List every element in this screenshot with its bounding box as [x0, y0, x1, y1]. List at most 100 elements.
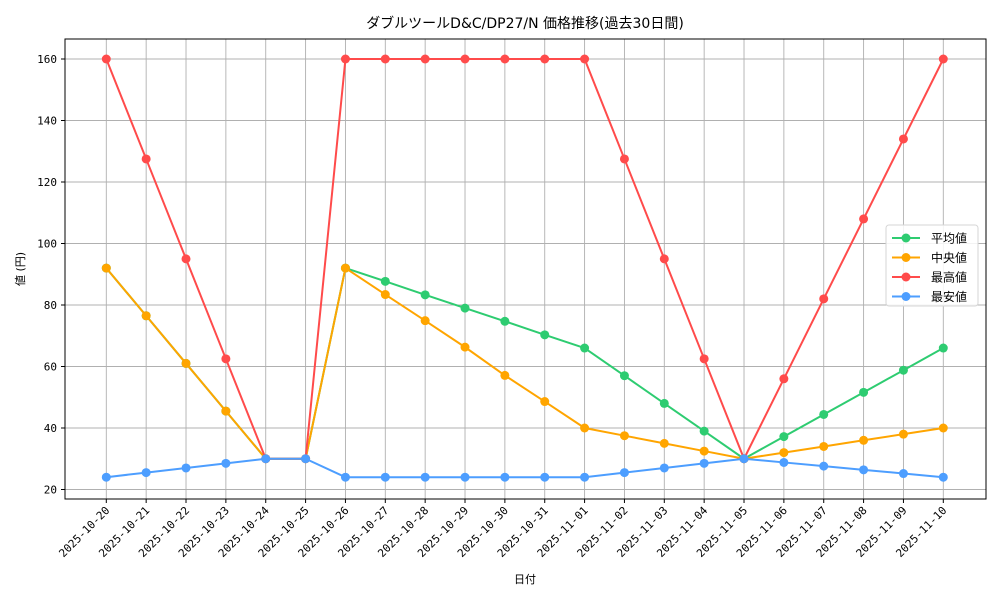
- legend-marker-icon: [901, 292, 911, 301]
- y-tick-label: 60: [44, 361, 57, 374]
- data-point-marker: [420, 290, 430, 300]
- y-axis-ticks: 20 40 60 80 100 120 140 160: [37, 53, 65, 497]
- data-point-marker: [819, 441, 829, 451]
- data-point-marker: [699, 446, 709, 456]
- series-line: [106, 457, 944, 479]
- series-line: [105, 58, 945, 460]
- y-tick-label: 40: [44, 422, 57, 435]
- data-point-marker: [141, 468, 151, 478]
- data-point-marker: [380, 276, 390, 286]
- data-point-marker: [580, 343, 590, 353]
- y-axis-label: 値 (円): [14, 252, 27, 286]
- series-line: [105, 267, 944, 460]
- data-point-marker: [460, 303, 470, 313]
- data-point-marker: [380, 290, 390, 300]
- legend-label: 平均値: [931, 231, 967, 246]
- data-point-marker: [819, 461, 829, 471]
- data-point-marker: [301, 454, 311, 464]
- data-point-marker: [460, 472, 470, 482]
- data-point-marker: [859, 465, 869, 475]
- legend-marker-icon: [901, 272, 911, 282]
- data-point-marker: [938, 472, 948, 482]
- data-point-marker: [380, 54, 390, 64]
- data-point-marker: [739, 454, 749, 464]
- data-point-marker: [819, 409, 829, 419]
- data-point-marker: [938, 54, 948, 64]
- data-point-marker: [181, 463, 191, 473]
- data-point-marker: [859, 214, 869, 224]
- data-point-marker: [540, 330, 550, 340]
- series-3: [101, 454, 948, 482]
- series-line: [105, 267, 944, 460]
- data-point-marker: [859, 435, 869, 445]
- data-point-marker: [779, 448, 789, 458]
- data-point-marker: [699, 354, 709, 364]
- data-point-marker: [779, 432, 789, 442]
- data-point-marker: [420, 316, 430, 326]
- data-point-marker: [460, 342, 470, 352]
- data-point-marker: [540, 397, 550, 407]
- data-point-marker: [181, 358, 191, 368]
- data-point-marker: [659, 463, 669, 473]
- data-point-marker: [221, 458, 231, 468]
- data-point-marker: [500, 370, 510, 380]
- data-point-marker: [420, 472, 430, 482]
- grid-lines: [65, 39, 986, 499]
- data-point-marker: [580, 54, 590, 64]
- data-point-marker: [819, 294, 829, 304]
- y-tick-label: 100: [37, 238, 57, 251]
- data-point-marker: [340, 263, 350, 273]
- data-point-marker: [580, 472, 590, 482]
- data-point-marker: [898, 134, 908, 144]
- data-point-marker: [420, 54, 430, 64]
- y-tick-label: 20: [44, 484, 57, 497]
- legend-label: 最安値: [931, 289, 967, 304]
- data-point-marker: [500, 316, 510, 326]
- data-point-marker: [261, 454, 271, 464]
- data-point-marker: [500, 472, 510, 482]
- data-point-marker: [938, 343, 948, 353]
- data-point-marker: [340, 54, 350, 64]
- legend-label: 最高値: [931, 270, 967, 285]
- data-point-marker: [619, 468, 629, 478]
- data-point-marker: [580, 423, 590, 433]
- chart-title: ダブルツールD&C/DP27/N 価格推移(過去30日間): [366, 15, 684, 32]
- data-point-marker: [619, 371, 629, 381]
- data-point-marker: [101, 263, 111, 273]
- data-point-marker: [699, 426, 709, 436]
- x-axis-ticks: 2025-10-202025-10-212025-10-222025-10-23…: [56, 499, 949, 560]
- legend-marker-icon: [901, 253, 911, 262]
- series-2: [101, 54, 948, 464]
- data-point-marker: [619, 431, 629, 441]
- data-point-marker: [340, 472, 350, 482]
- x-axis-label: 日付: [514, 573, 536, 586]
- y-tick-label: 120: [37, 176, 57, 189]
- data-point-marker: [540, 54, 550, 64]
- legend-marker-icon: [901, 233, 911, 243]
- plot-frame: [64, 38, 987, 500]
- legend-label: 中央値: [931, 250, 967, 265]
- data-point-marker: [659, 398, 669, 408]
- legend-box: [885, 224, 979, 307]
- y-tick-label: 160: [37, 53, 57, 66]
- data-point-marker: [898, 469, 908, 479]
- y-tick-label: 140: [37, 115, 57, 128]
- data-point-marker: [221, 406, 231, 416]
- data-point-marker: [101, 54, 111, 64]
- data-point-marker: [938, 423, 948, 433]
- data-point-marker: [659, 254, 669, 264]
- data-point-marker: [619, 154, 629, 164]
- data-point-marker: [779, 374, 789, 384]
- data-point-marker: [859, 387, 869, 397]
- data-point-marker: [460, 54, 470, 64]
- data-point-marker: [101, 472, 111, 482]
- data-point-marker: [221, 354, 231, 364]
- data-point-marker: [779, 457, 789, 467]
- data-point-marker: [141, 154, 151, 164]
- y-tick-label: 80: [44, 299, 57, 312]
- data-point-marker: [540, 472, 550, 482]
- data-point-marker: [181, 254, 191, 264]
- data-point-marker: [659, 438, 669, 448]
